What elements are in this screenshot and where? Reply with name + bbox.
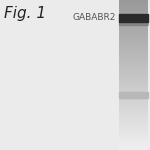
Bar xyxy=(119,14,148,22)
Bar xyxy=(119,22,148,25)
Text: Fig. 1: Fig. 1 xyxy=(4,6,47,21)
Bar xyxy=(119,92,148,98)
Text: GABABR2: GABABR2 xyxy=(73,14,116,22)
